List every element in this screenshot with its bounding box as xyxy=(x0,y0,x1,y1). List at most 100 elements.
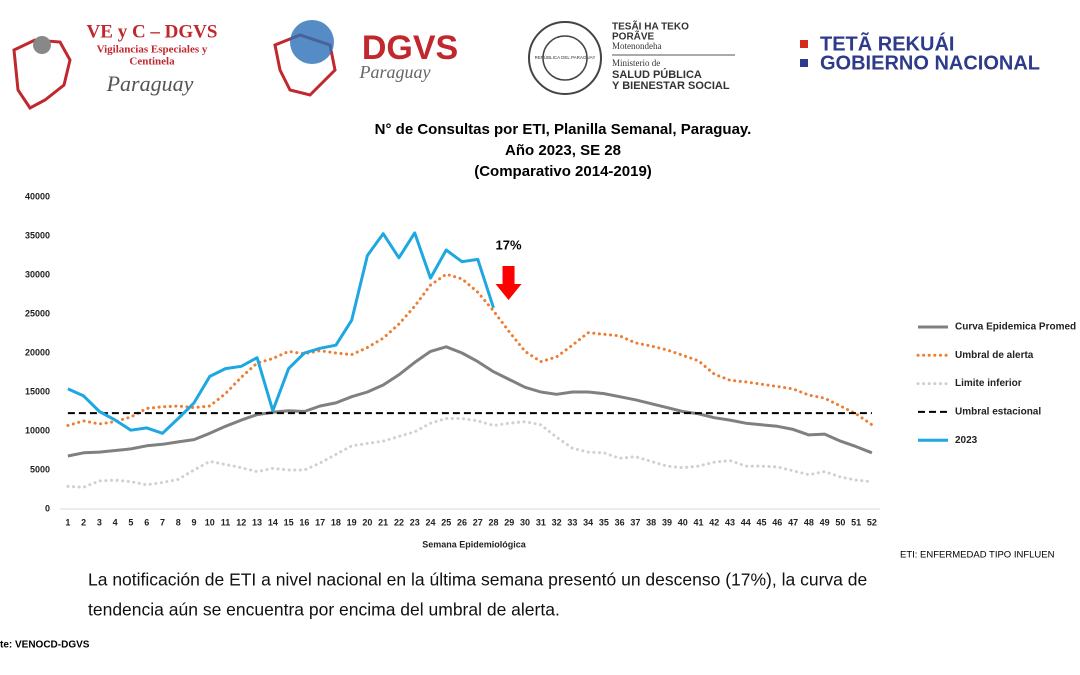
x-tick-label: 51 xyxy=(851,517,861,527)
body-text: La notificación de ETI a nivel nacional … xyxy=(88,570,867,590)
seal-inner xyxy=(542,35,588,81)
x-tick-label: 4 xyxy=(113,517,118,527)
x-tick-label: 29 xyxy=(504,517,514,527)
x-tick-label: 9 xyxy=(191,517,196,527)
logo-text: Vigilancias Especiales y xyxy=(97,44,208,56)
square-blue xyxy=(800,59,808,67)
x-tick-label: 49 xyxy=(820,517,830,527)
y-tick-label: 15000 xyxy=(25,386,50,396)
logo-text: Y BIENESTAR SOCIAL xyxy=(612,80,730,92)
x-axis-label: Semana Epidemiológica xyxy=(422,539,527,549)
logo-text: GOBIERNO NACIONAL xyxy=(820,52,1040,74)
x-tick-label: 10 xyxy=(205,517,215,527)
x-tick-label: 50 xyxy=(835,517,845,527)
x-tick-label: 6 xyxy=(144,517,149,527)
logo-gobierno: TETÃ REKUÁI GOBIERNO NACIONAL xyxy=(800,32,1040,74)
x-tick-label: 38 xyxy=(646,517,656,527)
x-tick-label: 12 xyxy=(236,517,246,527)
y-tick-label: 10000 xyxy=(25,425,50,435)
x-tick-label: 47 xyxy=(788,517,798,527)
body-text: tendencia aún se encuentra por encima de… xyxy=(88,600,560,620)
x-tick-label: 19 xyxy=(347,517,357,527)
x-tick-label: 27 xyxy=(473,517,483,527)
legend-label: Umbral estacional xyxy=(955,407,1041,418)
legend-label: Curva Epidemica Promed xyxy=(955,322,1076,333)
logo-text: TETÃ REKUÁI xyxy=(820,32,954,55)
x-tick-label: 23 xyxy=(410,517,420,527)
logo-text: Ministerio de xyxy=(612,58,660,68)
chart-title: (Comparativo 2014-2019) xyxy=(474,163,652,180)
y-tick-label: 30000 xyxy=(25,269,50,279)
x-tick-label: 15 xyxy=(284,517,294,527)
x-tick-label: 43 xyxy=(725,517,735,527)
logo-dgvs: DGVS Paraguay xyxy=(273,20,458,97)
y-tick-label: 25000 xyxy=(25,308,50,318)
y-tick-label: 35000 xyxy=(25,230,50,240)
x-tick-label: 13 xyxy=(252,517,262,527)
x-tick-label: 22 xyxy=(394,517,404,527)
legend-label: Limite inferior xyxy=(955,378,1022,389)
square-red xyxy=(800,40,808,48)
x-tick-label: 41 xyxy=(693,517,703,527)
seal xyxy=(528,21,602,95)
logo-text: TESÃI HA TEKO xyxy=(612,20,689,33)
x-tick-label: 1 xyxy=(65,517,70,527)
y-tick-label: 5000 xyxy=(30,464,50,474)
x-tick-label: 44 xyxy=(741,517,751,527)
source: te: VENOCD-DGVS xyxy=(0,640,90,651)
chart-title: Año 2023, SE 28 xyxy=(505,142,621,159)
logo-script: Paraguay xyxy=(359,62,431,82)
logo-script: Paraguay xyxy=(106,71,194,96)
x-tick-label: 8 xyxy=(176,517,181,527)
series-line xyxy=(66,417,874,489)
logo-title: VE y C – DGVS xyxy=(87,21,218,42)
x-tick-label: 7 xyxy=(160,517,165,527)
x-tick-label: 42 xyxy=(709,517,719,527)
x-tick-label: 26 xyxy=(457,517,467,527)
x-tick-label: 36 xyxy=(615,517,625,527)
x-tick-label: 24 xyxy=(425,517,435,527)
x-tick-label: 32 xyxy=(552,517,562,527)
annotation: 17% xyxy=(496,237,522,252)
x-tick-label: 52 xyxy=(867,517,877,527)
x-tick-label: 48 xyxy=(804,517,814,527)
legend-label: Umbral de alerta xyxy=(955,350,1034,361)
x-tick-label: 20 xyxy=(362,517,372,527)
logo-ministerio: REPÚBLICA DEL PARAGUAY TESÃI HA TEKO POR… xyxy=(528,20,735,95)
x-tick-label: 28 xyxy=(489,517,499,527)
x-tick-label: 46 xyxy=(772,517,782,527)
series-line xyxy=(67,345,873,458)
x-tick-label: 17 xyxy=(315,517,325,527)
x-tick-label: 5 xyxy=(128,517,133,527)
x-tick-label: 35 xyxy=(599,517,609,527)
logo-text: Motenondeha xyxy=(612,41,662,51)
logo-text: PORÃVE xyxy=(612,30,655,43)
x-tick-label: 21 xyxy=(378,517,388,527)
series-line xyxy=(66,272,874,427)
x-tick-label: 33 xyxy=(567,517,577,527)
series-line xyxy=(67,231,495,435)
logo-title: DGVS xyxy=(362,29,458,67)
logo-text: Centinela xyxy=(129,56,175,68)
x-tick-label: 31 xyxy=(536,517,546,527)
seal-text: REPÚBLICA DEL PARAGUAY xyxy=(535,54,596,60)
footnote: ETI: ENFERMEDAD TIPO INFLUEN xyxy=(900,550,1055,561)
x-tick-label: 11 xyxy=(221,517,231,527)
y-tick-label: 40000 xyxy=(25,191,50,201)
x-tick-label: 18 xyxy=(331,517,341,527)
y-tick-label: 0 xyxy=(45,503,50,513)
logo-vigilancia: VE y C – DGVS Vigilancias Especiales y C… xyxy=(12,21,218,110)
x-tick-label: 40 xyxy=(678,517,688,527)
legend-label: 2023 xyxy=(955,435,978,446)
x-tick-label: 39 xyxy=(662,517,672,527)
x-tick-label: 34 xyxy=(583,517,593,527)
chart: N° de Consultas por ETI, Planilla Semana… xyxy=(25,121,1076,561)
logo-text: SALUD PÚBLICA xyxy=(612,68,702,81)
x-tick-label: 45 xyxy=(757,517,767,527)
figure-icon xyxy=(33,36,51,54)
x-tick-label: 16 xyxy=(299,517,309,527)
chart-title: N° de Consultas por ETI, Planilla Semana… xyxy=(375,121,752,138)
globe-icon xyxy=(290,20,334,64)
x-tick-label: 14 xyxy=(268,517,278,527)
